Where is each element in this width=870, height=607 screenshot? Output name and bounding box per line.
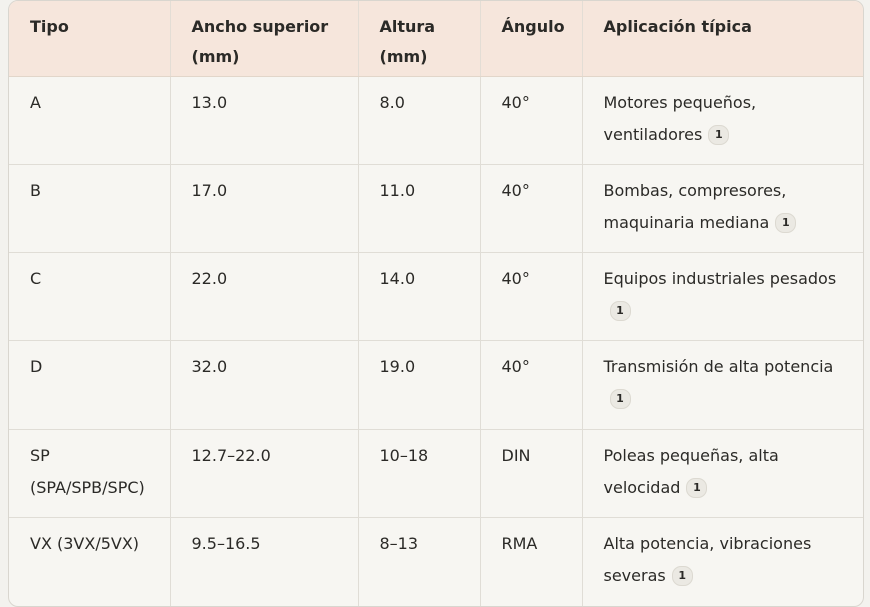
cell-ancho: 12.7–22.0	[170, 429, 359, 519]
cell-angulo: 40°	[480, 252, 583, 342]
header-altura: Altura (mm)	[358, 1, 481, 77]
cell-altura: 14.0	[358, 252, 481, 342]
cell-altura: 8–13	[358, 517, 481, 606]
cell-tipo: VX (3VX/5VX)	[9, 517, 171, 606]
cell-aplicacion: Motores pequeños, ventiladores 1	[582, 76, 863, 165]
citation-badge[interactable]: 1	[708, 124, 730, 145]
cell-tipo: D	[9, 340, 171, 430]
belt-types-table: Tipo Ancho superior (mm) Altura (mm) Áng…	[9, 1, 863, 606]
table-row: SP (SPA/SPB/SPC) 12.7–22.0 10–18 DIN Pol…	[9, 429, 863, 519]
belt-types-table-container: Tipo Ancho superior (mm) Altura (mm) Áng…	[8, 0, 864, 607]
table-row: B 17.0 11.0 40° Bombas, compresores, maq…	[9, 164, 863, 254]
cell-altura: 8.0	[358, 76, 481, 165]
cell-aplicacion: Equipos industriales pesados 1	[582, 252, 863, 342]
cell-aplicacion: Poleas pequeñas, alta velocidad 1	[582, 429, 863, 519]
cell-ancho: 32.0	[170, 340, 359, 430]
cell-angulo: 40°	[480, 340, 583, 430]
cell-tipo: A	[9, 76, 171, 165]
aplicacion-text: Motores pequeños, ventiladores	[603, 92, 757, 144]
cell-angulo: DIN	[480, 429, 583, 519]
cell-ancho: 9.5–16.5	[170, 517, 359, 606]
table-row: A 13.0 8.0 40° Motores pequeños, ventila…	[9, 76, 863, 165]
cell-angulo: 40°	[480, 164, 583, 254]
cell-ancho: 13.0	[170, 76, 359, 165]
table-header-row: Tipo Ancho superior (mm) Altura (mm) Áng…	[9, 1, 863, 77]
cell-altura: 10–18	[358, 429, 481, 519]
header-tipo: Tipo	[9, 1, 171, 77]
table-row: D 32.0 19.0 40° Transmisión de alta pote…	[9, 340, 863, 430]
aplicacion-text: Poleas pequeñas, alta velocidad	[603, 445, 779, 497]
header-aplicacion: Aplicación típica	[582, 1, 863, 77]
cell-aplicacion: Transmisión de alta potencia 1	[582, 340, 863, 430]
aplicacion-text: Transmisión de alta potencia	[603, 357, 834, 377]
cell-tipo: B	[9, 164, 171, 254]
cell-altura: 11.0	[358, 164, 481, 254]
table-row: C 22.0 14.0 40° Equipos industriales pes…	[9, 252, 863, 342]
cell-tipo: C	[9, 252, 171, 342]
cell-angulo: RMA	[480, 517, 583, 606]
header-angulo: Ángulo	[480, 1, 583, 77]
cell-altura: 19.0	[358, 340, 481, 430]
citation-badge[interactable]: 1	[609, 389, 631, 410]
citation-badge[interactable]: 1	[775, 212, 797, 233]
cell-ancho: 22.0	[170, 252, 359, 342]
citation-badge[interactable]: 1	[686, 477, 708, 498]
cell-angulo: 40°	[480, 76, 583, 165]
cell-tipo: SP (SPA/SPB/SPC)	[9, 429, 171, 519]
citation-badge[interactable]: 1	[609, 301, 631, 322]
cell-aplicacion: Bombas, compresores, maquinaria mediana 1	[582, 164, 863, 254]
cell-aplicacion: Alta potencia, vibraciones severas 1	[582, 518, 863, 606]
table-row: VX (3VX/5VX) 9.5–16.5 8–13 RMA Alta pote…	[9, 517, 863, 606]
aplicacion-text: Equipos industriales pesados	[603, 269, 837, 289]
aplicacion-text: Alta potencia, vibraciones severas	[603, 534, 812, 586]
header-ancho-superior: Ancho superior (mm)	[170, 1, 359, 77]
citation-badge[interactable]: 1	[671, 566, 693, 587]
cell-ancho: 17.0	[170, 164, 359, 254]
aplicacion-text: Bombas, compresores, maquinaria mediana	[603, 180, 787, 232]
